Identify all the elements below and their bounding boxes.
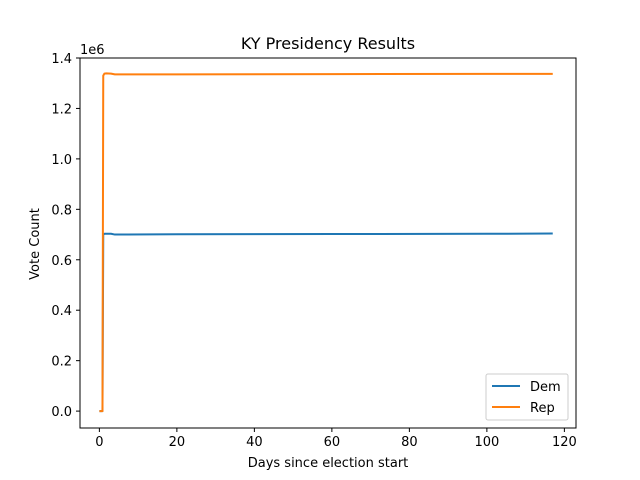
y-tick-label: 0.8 bbox=[51, 203, 72, 218]
x-tick-label: 40 bbox=[246, 435, 263, 450]
y-axis-ticks: 0.0 0.2 0.4 0.6 0.8 1.0 1.2 1.4 bbox=[51, 52, 80, 420]
plot-frame bbox=[79, 57, 577, 429]
x-tick-label: 0 bbox=[95, 435, 103, 450]
x-axis-label: Days since election start bbox=[248, 456, 409, 471]
x-tick-label: 100 bbox=[474, 435, 499, 450]
x-tick-label: 120 bbox=[552, 435, 577, 450]
y-tick-label: 0.2 bbox=[51, 355, 72, 370]
x-tick-label: 80 bbox=[401, 435, 418, 450]
y-tick-label: 1.0 bbox=[51, 153, 72, 168]
x-axis-ticks: 0 20 40 60 80 100 120 bbox=[95, 428, 577, 450]
x-tick-label: 20 bbox=[169, 435, 186, 450]
legend-rep-label: Rep bbox=[530, 401, 555, 416]
y-offset-label: 1e6 bbox=[80, 43, 105, 58]
series-line-rep bbox=[99, 72, 553, 413]
y-tick-label: 0.0 bbox=[51, 405, 72, 420]
series-line-dem bbox=[99, 232, 553, 413]
legend: Dem Rep bbox=[485, 373, 569, 421]
y-axis-label: Vote Count bbox=[28, 208, 43, 280]
y-tick-label: 1.4 bbox=[51, 52, 72, 67]
x-tick-label: 60 bbox=[324, 435, 341, 450]
chart-title: KY Presidency Results bbox=[241, 34, 415, 53]
y-tick-label: 0.6 bbox=[51, 254, 72, 269]
legend-dem-label: Dem bbox=[530, 380, 561, 395]
plot-area bbox=[99, 72, 553, 413]
y-tick-label: 0.4 bbox=[51, 304, 72, 319]
y-tick-label: 1.2 bbox=[51, 102, 72, 117]
